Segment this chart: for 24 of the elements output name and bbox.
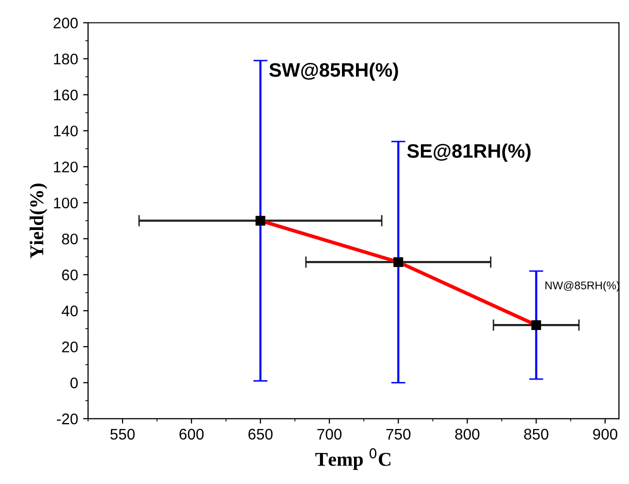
x-tick-label: 750: [386, 428, 410, 440]
x-tick-label: 550: [110, 428, 135, 440]
y-tick-label: 20: [62, 342, 78, 352]
y-tick-label: 180: [54, 54, 78, 64]
y-tick-label: 0: [70, 378, 78, 388]
y-tick-label: 200: [54, 18, 78, 28]
x-tick-label: 700: [317, 428, 342, 440]
annotation: SW@85RH(%): [269, 62, 398, 81]
y-tick-label: 160: [54, 90, 78, 100]
annotation: SE@81RH(%): [407, 144, 531, 162]
x-tick-label: 900: [593, 428, 618, 440]
y-tick-label: 100: [54, 198, 78, 208]
x-tick-label: 600: [180, 428, 204, 440]
y-tick-label: 80: [62, 234, 78, 244]
y-tick-label: 140: [54, 126, 78, 136]
x-tick-label: 850: [524, 428, 548, 440]
y-tick-label: 120: [54, 162, 78, 172]
y-tick-label: -20: [56, 414, 78, 424]
x-axis-title: Temp $^{0}$C: [315, 448, 390, 470]
y-tick-label: 40: [62, 306, 78, 316]
y-axis-title: Yield(%): [30, 184, 48, 258]
y-tick-label: 60: [62, 270, 78, 280]
x-tick-label: 800: [455, 428, 480, 440]
x-tick-label: 650: [248, 428, 273, 440]
